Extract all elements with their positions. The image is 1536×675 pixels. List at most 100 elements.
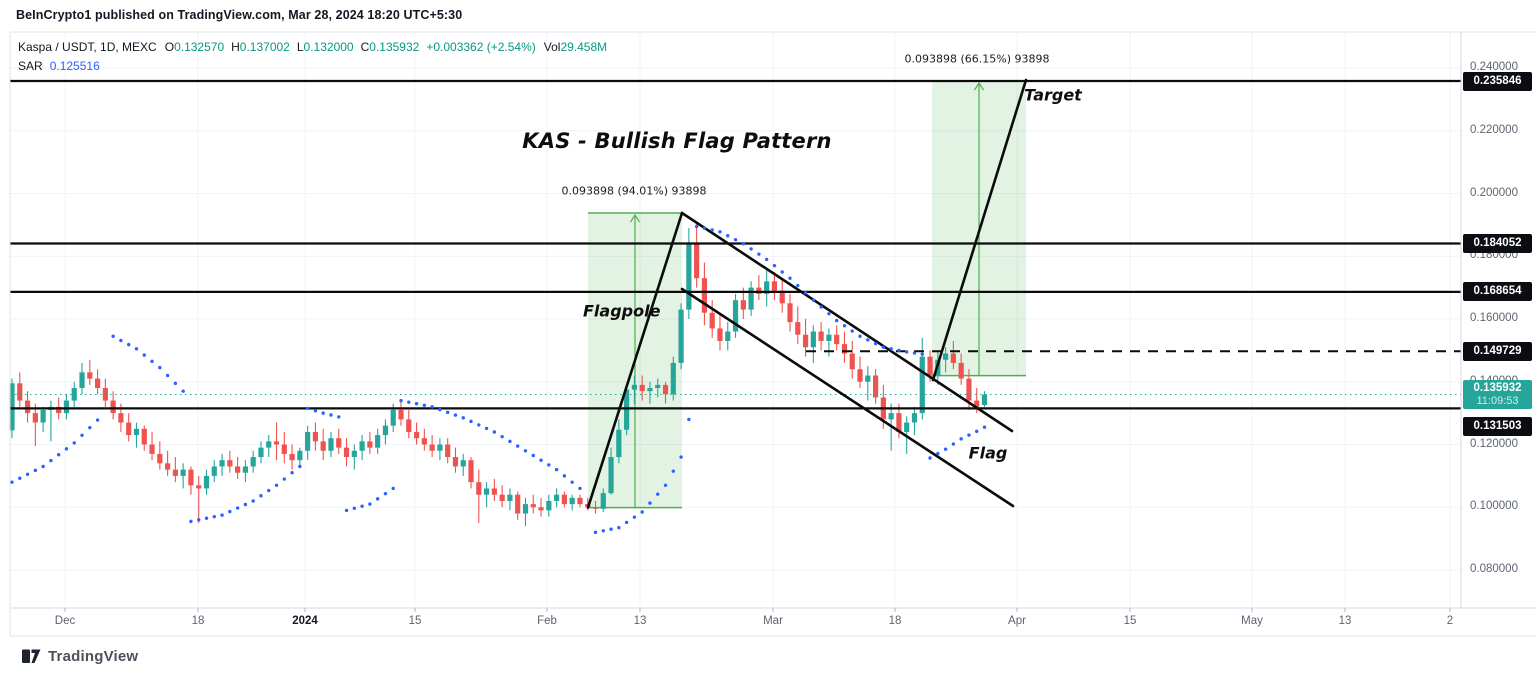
candle-body [818, 331, 824, 341]
candle-body [554, 494, 560, 501]
tradingview-attribution[interactable]: TradingView [22, 648, 138, 665]
candle-body [71, 388, 77, 401]
candle-body [834, 334, 840, 345]
y-axis-tick: 0.220000 [1470, 123, 1518, 136]
sar-dot [56, 452, 61, 457]
sar-dot [375, 497, 380, 501]
sar-dot [204, 516, 209, 520]
flagpole-text-annotation[interactable]: Flagpole [583, 301, 661, 321]
sar-dot [158, 365, 162, 370]
candle-body [266, 441, 272, 448]
legend-value: 0.137002 [239, 40, 290, 54]
sar-dot [321, 411, 325, 415]
legend-value: +0.003362 (+2.54%) [426, 40, 536, 54]
sar-dot [492, 430, 497, 434]
target-measure-label[interactable]: 0.093898 (66.15%) 93898 [904, 52, 1050, 66]
candle-body [227, 460, 233, 467]
flag-lower-line[interactable] [680, 287, 1015, 508]
candle-body [289, 453, 295, 461]
candle-body [608, 457, 614, 494]
sar-dot [88, 425, 92, 430]
time-scale[interactable]: Dec 18 2024 15 Feb 13 Mar 18 Apr 15 May 13 2 [0, 608, 1536, 637]
sar-dot [344, 508, 349, 513]
candle-body [694, 243, 700, 279]
candle-body [639, 384, 645, 392]
sar-dot [329, 413, 333, 417]
sar-dot [539, 458, 543, 462]
candle-body [678, 309, 684, 363]
sar-dot [656, 492, 660, 496]
candle-body [592, 507, 599, 509]
sar-dot [197, 518, 201, 522]
sar-dot [733, 238, 738, 242]
candle-body [865, 375, 871, 382]
candle-body [795, 322, 801, 335]
sar-dot [632, 515, 637, 519]
symbol-ohlc-row[interactable]: Kaspa / USDT, 1D, MEXC O0.132570 H0.137002… [18, 38, 607, 56]
sar-dot [881, 345, 886, 349]
candle-body [196, 485, 202, 489]
sar-dot [718, 230, 722, 234]
flagpole-line[interactable] [586, 211, 684, 509]
flag-text-annotation[interactable]: Flag [968, 443, 1008, 463]
candle-body [476, 482, 482, 495]
sar-dot [72, 441, 76, 445]
sar-dot [298, 464, 302, 469]
target-text-annotation[interactable]: Target [1024, 85, 1082, 105]
sar-dot [313, 409, 318, 413]
last-price-label: 0.135932 11:09:53 [1463, 379, 1532, 409]
sar-dot [811, 298, 816, 302]
sar-dot [290, 471, 294, 475]
sar-dot [842, 324, 847, 328]
sar-dot [95, 418, 100, 422]
y-axis-tick: 0.200000 [1470, 186, 1518, 199]
sar-dot [982, 425, 987, 429]
sar-dot [259, 494, 263, 498]
flag-upper-line[interactable] [680, 211, 1014, 433]
sar-dot [391, 486, 395, 491]
sar-dot [25, 472, 30, 477]
candle-body [771, 281, 778, 291]
candle-body [779, 290, 785, 304]
candle-body [561, 494, 567, 505]
flagpole-measure-label[interactable]: 0.093898 (94.01%) 93898 [561, 184, 707, 198]
candle-body [56, 406, 62, 414]
sar-dot [726, 234, 730, 238]
target-line[interactable] [931, 78, 1028, 382]
sar-dot [796, 283, 800, 288]
x-axis-tick: Feb [537, 615, 557, 627]
chart-title-annotation[interactable]: KAS - Bullish Flag Pattern [522, 129, 832, 153]
sar-dot [928, 456, 932, 460]
candle-body [312, 431, 319, 442]
y-axis-tick: 0.240000 [1470, 61, 1518, 73]
price-scale[interactable]: 0.240000 0.220000 0.200000 0.180000 0.160000… [1462, 32, 1536, 608]
sar-dot [920, 352, 924, 356]
chart-legend[interactable]: Kaspa / USDT, 1D, MEXC O0.132570 H0.137002… [18, 38, 607, 76]
sar-dot [228, 509, 232, 514]
sar-dot [531, 453, 535, 458]
candle-body [725, 331, 731, 341]
sar-dot [640, 510, 644, 514]
candle-body [445, 444, 451, 458]
sar-dot [368, 502, 372, 506]
x-axis-tick: 2 [1446, 615, 1454, 627]
candle-body [764, 281, 770, 294]
candle-body [515, 494, 521, 514]
sar-dot [897, 348, 901, 353]
candle-body [616, 429, 622, 458]
sar-indicator-row[interactable]: SAR 0.125516 [18, 57, 607, 75]
price-line-label: 0.131503 [1463, 417, 1532, 436]
candle-body [141, 428, 147, 445]
legend-value: 0.132570 [174, 40, 225, 54]
candle-body [359, 441, 365, 451]
candle-body [390, 409, 396, 426]
sar-dot [430, 405, 434, 409]
candle-body [188, 469, 194, 486]
candle-body [911, 413, 918, 423]
sar-dot [749, 247, 753, 251]
candle-body [919, 356, 925, 414]
candle-body [328, 438, 334, 451]
sar-dot [772, 263, 777, 268]
candle-body [180, 469, 186, 476]
